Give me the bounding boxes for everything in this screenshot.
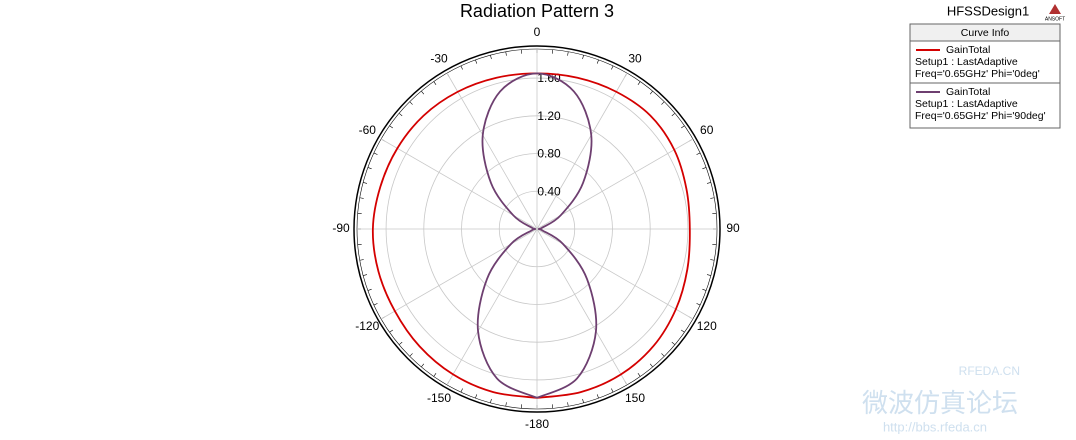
legend-header bbox=[909, 23, 1061, 42]
angle-grid-line bbox=[536, 228, 628, 386]
minor-tick bbox=[680, 329, 685, 333]
minor-tick bbox=[661, 101, 665, 105]
angle-tick-label: -30 bbox=[430, 51, 448, 65]
angle-tick-label: -60 bbox=[359, 123, 377, 137]
angle-tick-label: 60 bbox=[700, 123, 714, 137]
angle-grid-line bbox=[446, 228, 538, 386]
angle-tick-label: 90 bbox=[726, 221, 740, 235]
minor-tick bbox=[409, 353, 413, 357]
logo-icon bbox=[1049, 4, 1061, 14]
logo: ANSOFT bbox=[1045, 16, 1065, 22]
minor-tick bbox=[702, 167, 707, 170]
angle-grid-line bbox=[446, 72, 538, 230]
angle-tick-label: 0 bbox=[534, 25, 541, 39]
minor-tick bbox=[637, 372, 641, 377]
legend-setup: Setup1 : LastAdaptive bbox=[915, 56, 1018, 68]
radial-tick-label: 0.80 bbox=[537, 147, 561, 161]
angle-tick-label: -120 bbox=[355, 319, 379, 333]
minor-tick bbox=[398, 113, 403, 117]
minor-tick bbox=[582, 398, 584, 403]
angle-tick-label: 150 bbox=[625, 391, 645, 405]
minor-tick bbox=[490, 398, 492, 403]
radial-tick-label: 1.20 bbox=[537, 109, 561, 123]
minor-tick bbox=[409, 101, 413, 105]
minor-tick bbox=[460, 65, 463, 70]
minor-tick bbox=[359, 259, 364, 261]
minor-tick bbox=[421, 90, 425, 95]
watermark: 微波仿真论坛 bbox=[862, 388, 1018, 418]
minor-tick bbox=[637, 81, 641, 86]
minor-tick bbox=[505, 402, 507, 407]
legend-name: GainTotal bbox=[946, 44, 990, 56]
minor-tick bbox=[359, 197, 364, 199]
minor-tick bbox=[611, 388, 614, 393]
design-name: HFSSDesign1 bbox=[947, 3, 1029, 18]
minor-tick bbox=[649, 90, 653, 95]
minor-tick bbox=[710, 197, 715, 199]
minor-tick bbox=[706, 274, 711, 276]
minor-tick bbox=[706, 182, 711, 184]
minor-tick bbox=[367, 167, 372, 170]
series-line bbox=[371, 72, 691, 399]
minor-tick bbox=[567, 51, 569, 56]
minor-tick bbox=[680, 125, 685, 129]
minor-tick bbox=[367, 288, 372, 291]
minor-tick bbox=[649, 363, 653, 368]
minor-tick bbox=[671, 341, 676, 345]
minor-tick bbox=[710, 259, 715, 261]
minor-tick bbox=[490, 55, 492, 60]
minor-tick bbox=[460, 388, 463, 393]
minor-tick bbox=[475, 59, 478, 64]
minor-tick bbox=[398, 341, 403, 345]
radial-grid-line bbox=[498, 190, 576, 268]
plot-border bbox=[353, 45, 721, 413]
watermark: RFEDA.CN bbox=[959, 364, 1020, 378]
legend-name: GainTotal bbox=[946, 86, 990, 98]
legend-title: Curve Info bbox=[961, 27, 1010, 39]
series-line bbox=[476, 72, 598, 399]
chart-title: Radiation Pattern 3 bbox=[460, 1, 614, 21]
minor-tick bbox=[433, 81, 437, 86]
minor-tick bbox=[433, 372, 437, 377]
angle-tick-label: -180 bbox=[525, 417, 549, 431]
minor-tick bbox=[389, 125, 394, 129]
minor-tick bbox=[475, 394, 478, 399]
radial-grid-line bbox=[461, 153, 613, 305]
minor-tick bbox=[661, 353, 665, 357]
legend-setup: Setup1 : LastAdaptive bbox=[915, 98, 1018, 110]
minor-tick bbox=[363, 182, 368, 184]
angle-tick-label: 30 bbox=[628, 51, 642, 65]
angle-tick-label: -150 bbox=[427, 391, 451, 405]
minor-tick bbox=[596, 394, 599, 399]
minor-tick bbox=[363, 274, 368, 276]
minor-tick bbox=[421, 363, 425, 368]
legend-freq: Freq='0.65GHz' Phi='90deg' bbox=[915, 110, 1046, 122]
minor-tick bbox=[702, 288, 707, 291]
minor-tick bbox=[596, 59, 599, 64]
watermark: http://bbs.rfeda.cn bbox=[883, 419, 987, 434]
legend-freq: Freq='0.65GHz' Phi='0deg' bbox=[915, 68, 1040, 80]
minor-tick bbox=[373, 152, 378, 155]
angle-tick-label: 120 bbox=[697, 319, 717, 333]
minor-tick bbox=[505, 51, 507, 56]
minor-tick bbox=[389, 329, 394, 333]
angle-tick-label: -90 bbox=[332, 221, 350, 235]
minor-tick bbox=[582, 55, 584, 60]
minor-tick bbox=[567, 402, 569, 407]
radial-grid-line bbox=[385, 77, 689, 381]
minor-tick bbox=[696, 303, 701, 306]
minor-tick bbox=[696, 152, 701, 155]
minor-tick bbox=[373, 303, 378, 306]
radial-tick-label: 0.40 bbox=[537, 184, 561, 198]
angle-grid-line bbox=[536, 72, 628, 230]
minor-tick bbox=[671, 113, 676, 117]
radial-grid-line bbox=[423, 115, 651, 343]
minor-tick bbox=[611, 65, 614, 70]
